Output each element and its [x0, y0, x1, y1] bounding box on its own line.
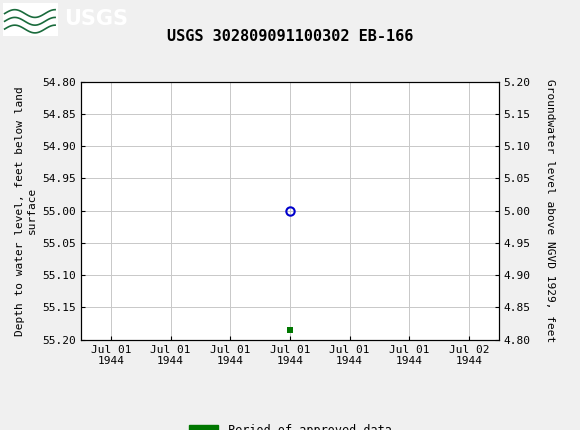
FancyBboxPatch shape: [3, 3, 58, 36]
Y-axis label: Depth to water level, feet below land
surface: Depth to water level, feet below land su…: [16, 86, 37, 335]
Text: USGS 302809091100302 EB-166: USGS 302809091100302 EB-166: [167, 29, 413, 44]
Legend: Period of approved data: Period of approved data: [184, 420, 396, 430]
Y-axis label: Groundwater level above NGVD 1929, feet: Groundwater level above NGVD 1929, feet: [545, 79, 554, 342]
Text: USGS: USGS: [64, 9, 128, 29]
